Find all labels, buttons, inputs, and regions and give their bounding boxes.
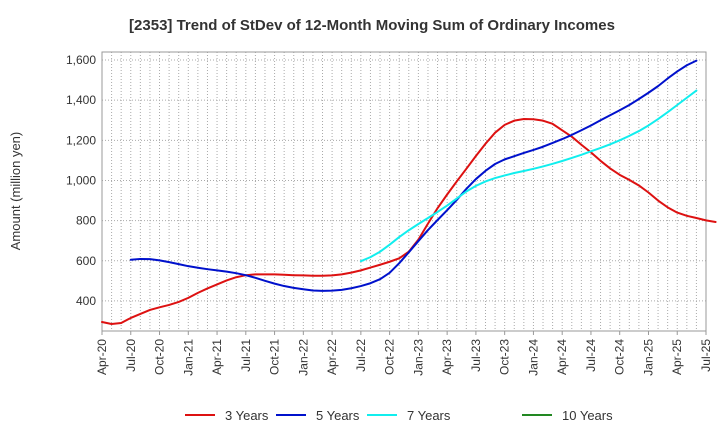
legend-label: 10 Years: [562, 408, 613, 423]
x-tick-label: Jul-20: [124, 339, 138, 372]
y-tick-label: 400: [76, 294, 96, 308]
x-tick-label: Jul-24: [584, 339, 598, 372]
y-tick-label: 1,000: [66, 173, 96, 187]
x-tick-label: Oct-20: [153, 339, 167, 375]
x-tick-label: Oct-24: [613, 339, 627, 375]
series-line-5-years: [129, 59, 698, 292]
y-axis: 400 600 800 1,000 1,200 1,400 1,600: [66, 53, 96, 308]
x-tick-label: Jul-21: [239, 339, 253, 372]
x-tick-label: Apr-20: [95, 339, 109, 375]
y-tick-label: 1,600: [66, 53, 96, 67]
y-tick-label: 1,400: [66, 93, 96, 107]
x-tick-label: Jul-22: [354, 339, 368, 372]
x-tick-label: Jan-25: [641, 339, 655, 376]
y-axis-label: Amount (million yen): [8, 132, 23, 251]
grid: [102, 52, 706, 331]
x-axis: Apr-20 Jul-20 Oct-20 Jan-21 Apr-21 Jul-21 Oct-…: [95, 331, 713, 376]
plot-frame: [101, 51, 707, 332]
series-layer: [101, 59, 717, 325]
legend-label: 5 Years: [316, 408, 360, 423]
x-tick-label: Jan-24: [526, 339, 540, 376]
y-tick-label: 1,200: [66, 133, 96, 147]
series-line-7-years: [359, 89, 698, 263]
legend: 3 Years 5 Years 7 Years 10 Years: [185, 408, 613, 423]
x-tick-label: Apr-22: [325, 339, 339, 375]
chart-title: [2353] Trend of StDev of 12-Month Moving…: [129, 17, 615, 34]
x-tick-label: Jan-23: [411, 339, 425, 376]
x-tick-label: Apr-24: [555, 339, 569, 375]
x-tick-label: Apr-21: [210, 339, 224, 375]
x-tick-label: Jul-25: [699, 339, 713, 372]
x-tick-label: Oct-21: [268, 339, 282, 375]
x-tick-label: Apr-25: [670, 339, 684, 375]
x-tick-label: Oct-22: [383, 339, 397, 375]
series-line-3-years: [101, 118, 717, 325]
x-tick-label: Jul-23: [469, 339, 483, 372]
x-tick-label: Oct-23: [498, 339, 512, 375]
x-tick-label: Jan-22: [296, 339, 310, 376]
y-tick-label: 800: [76, 214, 96, 228]
x-tick-label: Jan-21: [181, 339, 195, 376]
legend-label: 3 Years: [225, 408, 269, 423]
legend-label: 7 Years: [407, 408, 451, 423]
x-tick-label: Apr-23: [440, 339, 454, 375]
y-tick-label: 600: [76, 254, 96, 268]
